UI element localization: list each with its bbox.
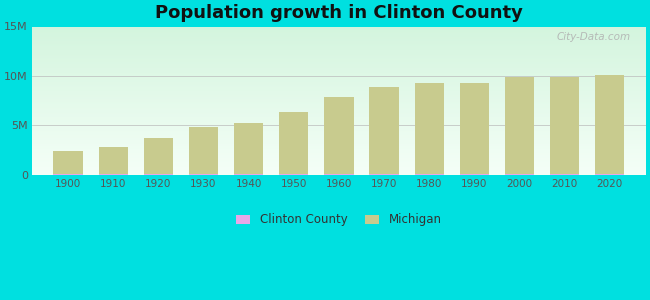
Title: Population growth in Clinton County: Population growth in Clinton County <box>155 4 523 22</box>
Bar <box>234 123 263 175</box>
Bar <box>550 77 579 175</box>
Bar <box>53 151 83 175</box>
Bar <box>279 112 309 175</box>
Bar <box>369 174 398 175</box>
Bar <box>505 174 534 175</box>
Bar <box>460 83 489 175</box>
Bar <box>595 75 625 175</box>
Bar <box>234 174 263 175</box>
Bar <box>279 174 309 175</box>
Bar <box>595 174 625 175</box>
Bar <box>415 83 444 175</box>
Bar <box>324 174 354 175</box>
Bar <box>324 98 354 175</box>
Text: City-Data.com: City-Data.com <box>556 32 630 42</box>
Bar <box>188 127 218 175</box>
Bar <box>415 174 444 175</box>
Legend: Clinton County, Michigan: Clinton County, Michigan <box>231 208 447 231</box>
Bar <box>550 174 579 175</box>
Bar <box>188 174 218 175</box>
Bar <box>144 139 173 175</box>
Bar <box>99 147 128 175</box>
Bar <box>505 76 534 175</box>
Bar <box>460 174 489 175</box>
Bar <box>369 87 398 175</box>
